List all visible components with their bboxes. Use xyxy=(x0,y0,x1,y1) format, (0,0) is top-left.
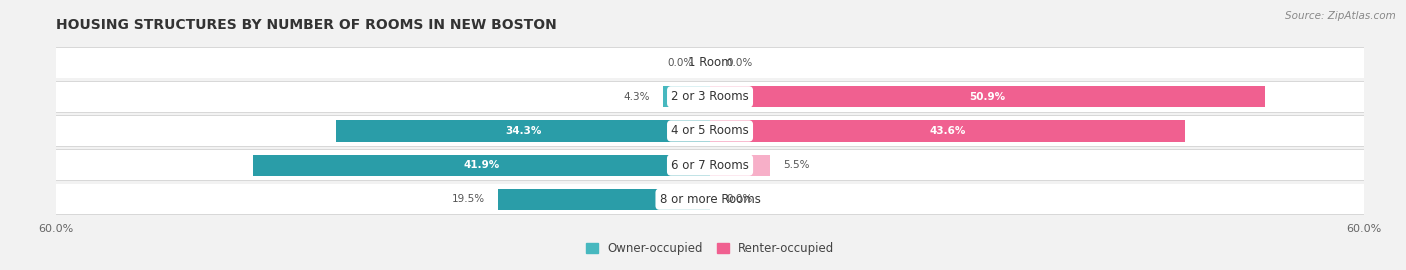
Bar xyxy=(56,47,1364,78)
Bar xyxy=(710,86,1264,107)
Bar xyxy=(336,120,710,141)
Text: 0.0%: 0.0% xyxy=(668,58,693,68)
Text: 5.5%: 5.5% xyxy=(783,160,810,170)
Bar xyxy=(56,81,1364,113)
Bar xyxy=(56,150,1364,180)
Bar xyxy=(664,86,710,107)
Text: 4 or 5 Rooms: 4 or 5 Rooms xyxy=(671,124,749,137)
Text: 0.0%: 0.0% xyxy=(727,194,752,204)
Bar xyxy=(56,115,1364,147)
Bar xyxy=(710,120,1185,141)
Bar xyxy=(56,116,1364,146)
Text: 41.9%: 41.9% xyxy=(464,160,501,170)
Text: 4.3%: 4.3% xyxy=(624,92,650,102)
Bar xyxy=(56,82,1364,112)
Bar xyxy=(56,48,1364,78)
Bar xyxy=(710,154,770,176)
Bar xyxy=(56,184,1364,214)
Legend: Owner-occupied, Renter-occupied: Owner-occupied, Renter-occupied xyxy=(586,242,834,255)
Text: 34.3%: 34.3% xyxy=(505,126,541,136)
Text: 6 or 7 Rooms: 6 or 7 Rooms xyxy=(671,158,749,171)
Text: 0.0%: 0.0% xyxy=(727,58,752,68)
Bar xyxy=(498,189,710,210)
Text: HOUSING STRUCTURES BY NUMBER OF ROOMS IN NEW BOSTON: HOUSING STRUCTURES BY NUMBER OF ROOMS IN… xyxy=(56,18,557,32)
Text: 43.6%: 43.6% xyxy=(929,126,966,136)
Text: 8 or more Rooms: 8 or more Rooms xyxy=(659,193,761,206)
Text: 2 or 3 Rooms: 2 or 3 Rooms xyxy=(671,90,749,103)
Text: 50.9%: 50.9% xyxy=(969,92,1005,102)
Text: 1 Room: 1 Room xyxy=(688,56,733,69)
Bar xyxy=(253,154,710,176)
Text: 19.5%: 19.5% xyxy=(451,194,485,204)
Bar xyxy=(56,149,1364,181)
Text: Source: ZipAtlas.com: Source: ZipAtlas.com xyxy=(1285,11,1396,21)
Bar xyxy=(56,184,1364,215)
